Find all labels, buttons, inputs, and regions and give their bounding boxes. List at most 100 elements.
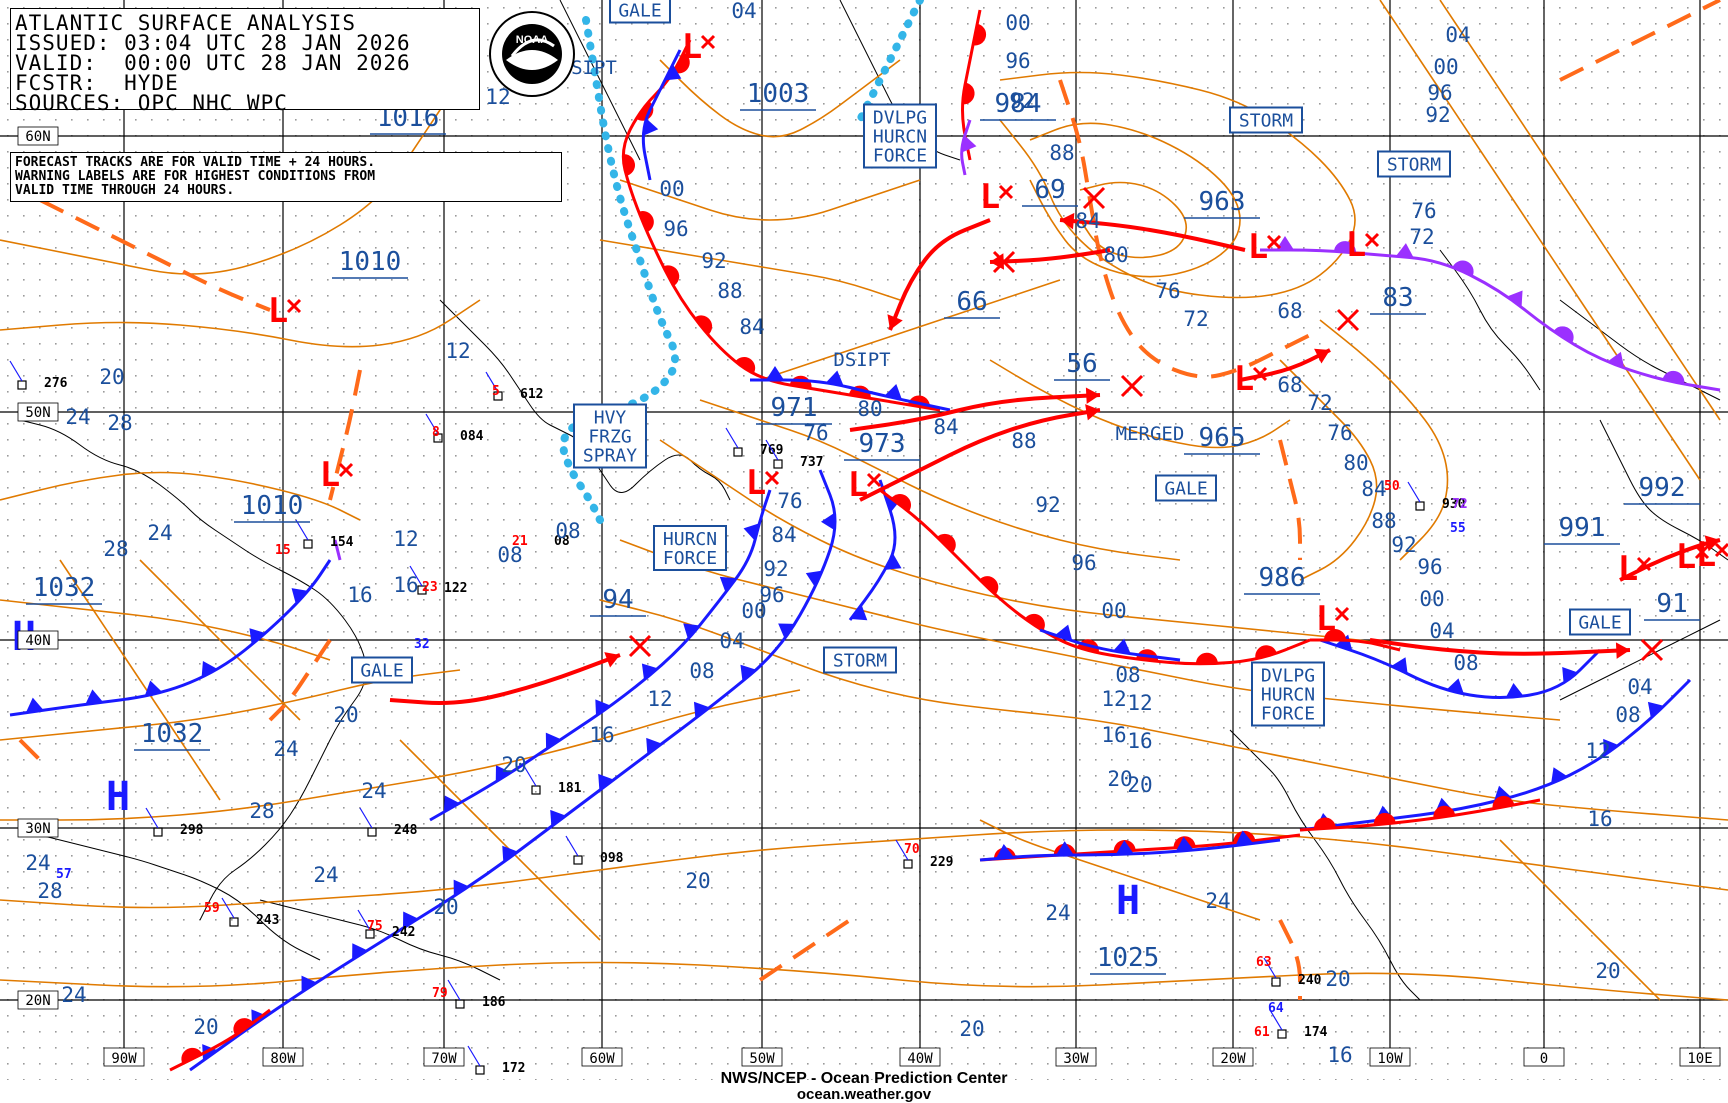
warning-label: STORM xyxy=(1387,155,1441,176)
isobar-label: 04 xyxy=(719,629,744,653)
warning-box xyxy=(351,656,413,684)
low-x xyxy=(286,298,302,314)
warning-label: HURCN xyxy=(663,529,717,550)
low-x xyxy=(998,184,1014,200)
wind-barb xyxy=(9,360,23,382)
front-barb xyxy=(719,576,737,593)
warning-label: STORM xyxy=(833,651,887,672)
trough-line xyxy=(18,738,42,762)
lon-label-box xyxy=(1212,1047,1254,1067)
station-value: 5 xyxy=(492,384,500,399)
lon-label: 60W xyxy=(589,1051,615,1067)
isobar-label: 76 xyxy=(803,421,828,445)
front-bump xyxy=(1433,805,1456,819)
warning-label: FORCE xyxy=(873,146,927,167)
station-plot: 23 xyxy=(422,580,438,595)
lon-label-box xyxy=(262,1047,304,1067)
front-bump xyxy=(979,576,999,595)
forecast-pressure: 66 xyxy=(956,287,987,317)
forecast-pressure: 83 xyxy=(1382,283,1413,313)
isobar-label: 04 xyxy=(731,0,756,23)
front-barb xyxy=(850,604,868,621)
low-symbol: L xyxy=(1316,599,1336,639)
pressure-value: 971 xyxy=(771,393,818,423)
isobar-label: 12 xyxy=(485,85,510,109)
station-plot: 21 xyxy=(512,534,528,549)
low-x xyxy=(1266,234,1282,250)
pressure-value: 1010 xyxy=(241,491,304,521)
front-barb xyxy=(1391,657,1408,674)
isobar-label: 24 xyxy=(65,405,90,429)
isobar-line xyxy=(979,819,1261,921)
trough-line xyxy=(1559,0,1721,82)
front-barb xyxy=(1507,290,1523,308)
lon-label: 30W xyxy=(1063,1051,1089,1067)
pressure-value: 1003 xyxy=(747,79,810,109)
front-barb xyxy=(693,701,710,719)
low-symbol: L xyxy=(1234,359,1254,399)
station-plot: 181 xyxy=(523,765,582,796)
front-barb xyxy=(1112,638,1131,654)
station-value: 240 xyxy=(1298,973,1322,988)
low-x xyxy=(764,470,780,486)
low-x xyxy=(1636,556,1652,572)
isobar-label: 88 xyxy=(1371,509,1396,533)
isobar-line xyxy=(0,669,461,741)
station-plot: 229 xyxy=(895,839,953,870)
lat-label-box xyxy=(17,402,59,422)
isobar-line xyxy=(1279,359,1378,581)
forecast-position-marker xyxy=(1120,374,1144,398)
station-plot: 174 xyxy=(1269,1009,1328,1040)
low-symbol: L xyxy=(1346,225,1366,265)
trough-line xyxy=(1058,79,1321,379)
low-symbol: L xyxy=(980,177,1000,217)
low-center-icon: L xyxy=(268,291,302,331)
low-x xyxy=(1364,232,1380,248)
wind-barb xyxy=(409,565,423,587)
isobar-label: 12 xyxy=(1101,687,1126,711)
forecast-track xyxy=(1239,348,1331,382)
station-value: 23 xyxy=(422,580,438,595)
station-plot: 242 xyxy=(357,909,415,940)
low-center-icon: L xyxy=(1316,599,1350,639)
station-plot: 57 xyxy=(56,867,72,882)
isobar-label: 96 xyxy=(663,217,688,241)
wind-barb xyxy=(725,427,739,449)
lat-label: 60N xyxy=(25,129,50,145)
station-plot: 122 xyxy=(409,565,467,596)
wind-barb xyxy=(425,413,439,435)
front-barb xyxy=(85,689,104,705)
isobar-label: 00 xyxy=(1101,599,1126,623)
coastline xyxy=(19,829,321,961)
lon-label-box xyxy=(581,1047,623,1067)
low-symbol: L xyxy=(320,455,340,495)
lon-label-box xyxy=(899,1047,941,1067)
lat-label-box xyxy=(17,630,59,650)
station-value: 098 xyxy=(600,851,624,866)
ice-edge-line xyxy=(559,16,679,524)
isobar-label: 92 xyxy=(763,557,788,581)
track-arrowhead xyxy=(1314,348,1330,364)
isobar-line xyxy=(759,279,1061,381)
issued-time: ISSUED: 03:04 UTC 28 JAN 2026 xyxy=(15,31,411,55)
station-value: 930 xyxy=(1442,497,1466,512)
station-value: 61 xyxy=(1254,1025,1270,1040)
station-value: 59 xyxy=(204,901,220,916)
station-plot: 50 xyxy=(1384,479,1400,494)
front-barb xyxy=(1607,351,1625,369)
front-barb xyxy=(443,795,460,813)
station-plot: 154 xyxy=(295,519,354,550)
station-plot: 08 xyxy=(554,534,570,549)
warning-label: GALE xyxy=(1164,479,1207,500)
warning-label: HVY xyxy=(594,408,627,429)
forecast-position-marker xyxy=(992,250,1016,274)
low-center-icon: L xyxy=(1248,227,1282,267)
front-barb xyxy=(642,118,659,136)
forecast-track xyxy=(389,653,621,705)
lon-label: 90W xyxy=(111,1051,137,1067)
pressure-value: 963 xyxy=(1199,187,1246,217)
isobar-label: 68 xyxy=(1277,373,1302,397)
pressure-value: 1032 xyxy=(141,719,204,749)
front-bump xyxy=(1313,817,1336,830)
front-barb xyxy=(25,697,44,713)
